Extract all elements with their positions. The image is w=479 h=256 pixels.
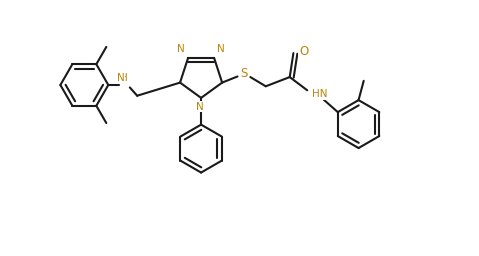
Text: O: O	[299, 45, 308, 58]
Text: N: N	[117, 73, 125, 83]
Text: H: H	[120, 73, 128, 83]
Text: N: N	[217, 44, 224, 54]
Text: S: S	[240, 67, 248, 80]
Text: N: N	[177, 44, 185, 54]
Text: HN: HN	[312, 89, 327, 99]
Text: N: N	[196, 102, 204, 112]
